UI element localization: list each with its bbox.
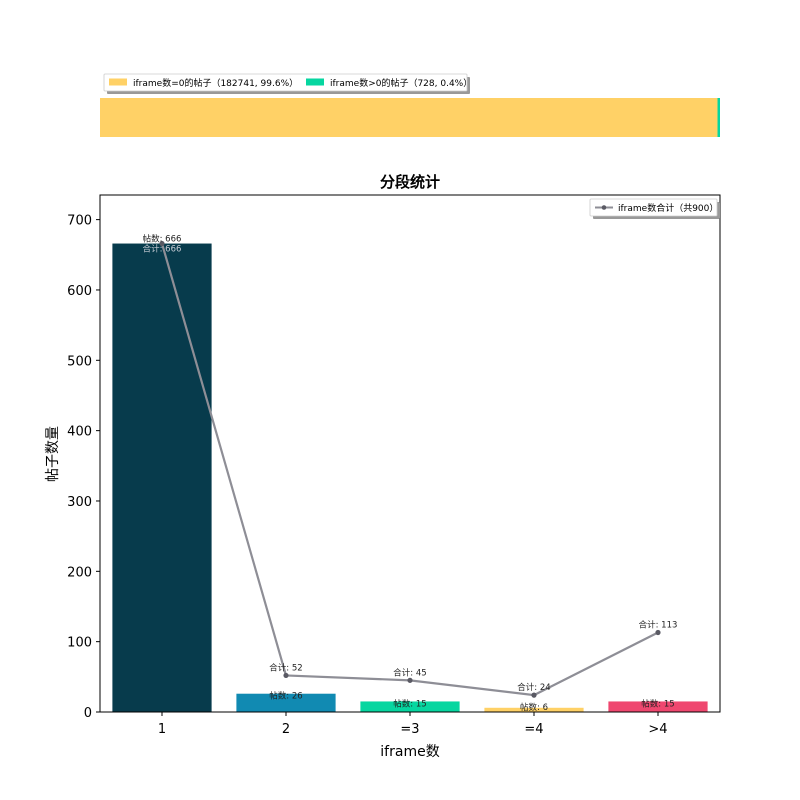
x-tick-label-4: >4 bbox=[648, 722, 667, 737]
series-legend-box bbox=[589, 198, 718, 217]
total-point-4 bbox=[655, 629, 661, 636]
y-tick-label-3: 300 bbox=[67, 495, 92, 510]
bar-label-3: 帖数: 6 bbox=[520, 702, 548, 713]
total-line bbox=[160, 243, 659, 697]
x-axis-label: iframe数 bbox=[380, 744, 439, 760]
total-label-3: 合计: 24 bbox=[517, 682, 550, 693]
y-tick-label-2: 200 bbox=[67, 565, 92, 580]
series-legend-label: iframe数合计（共900） bbox=[618, 202, 718, 214]
y-tick-label-1: 100 bbox=[67, 636, 92, 651]
series-legend: iframe数合计（共900） bbox=[589, 198, 720, 219]
top-legend-swatch-0 bbox=[109, 78, 127, 86]
total-point-2 bbox=[407, 677, 413, 683]
bar-1 bbox=[236, 693, 336, 712]
x-tick-label-2: =3 bbox=[400, 722, 419, 737]
total-point-3 bbox=[531, 692, 537, 698]
total-point-1 bbox=[283, 672, 289, 679]
bar-0 bbox=[112, 243, 212, 712]
x-tick-label-1: 2 bbox=[282, 722, 290, 737]
bar-3 bbox=[484, 707, 584, 712]
x-tick-label-3: =4 bbox=[524, 722, 543, 737]
plot-area: 0 100 200 300 400 500 600 700 1 2 =3 =4 >4 帖数: 666 帖数:… bbox=[67, 194, 721, 737]
bar-label-0: 帖数: 666 bbox=[143, 234, 182, 245]
bar-label-4: 帖数: 15 bbox=[641, 698, 674, 709]
top-legend-label-0: iframe数=0的帖子（182741, 99.6%） bbox=[133, 77, 298, 89]
total-point-0 bbox=[159, 240, 165, 247]
top-legend: iframe数=0的帖子（182741, 99.6%） iframe数>0的帖子（… bbox=[103, 73, 472, 94]
bar-2 bbox=[360, 701, 460, 712]
y-axis-label: 帖子数量 bbox=[45, 426, 61, 482]
top-legend-label-1: iframe数>0的帖子（728, 0.4%） bbox=[330, 77, 472, 89]
total-label-1: 合计: 52 bbox=[269, 662, 302, 673]
chart-title: 分段统计 bbox=[380, 173, 440, 191]
top-proportion-bar bbox=[100, 98, 720, 137]
total-label-0: 合计: 666 bbox=[143, 244, 182, 255]
top-bar-segment-1 bbox=[717, 98, 720, 137]
top-legend-swatch-1 bbox=[306, 78, 324, 86]
series-legend-marker bbox=[601, 205, 607, 210]
bar-label-1: 帖数: 26 bbox=[269, 691, 302, 702]
x-tick-label-0: 1 bbox=[158, 722, 166, 737]
top-legend-box bbox=[103, 73, 468, 92]
y-tick-label-6: 600 bbox=[67, 284, 92, 299]
y-tick-label-4: 400 bbox=[67, 425, 92, 440]
y-tick-label-7: 700 bbox=[67, 214, 92, 229]
bar-4 bbox=[608, 701, 708, 712]
total-label-2: 合计: 45 bbox=[393, 667, 426, 678]
bar-label-2: 帖数: 15 bbox=[393, 698, 426, 709]
top-bar-segment-0 bbox=[100, 98, 718, 137]
y-tick-label-5: 500 bbox=[67, 354, 92, 369]
total-label-4: 合计: 113 bbox=[639, 620, 678, 631]
y-tick-label-0: 0 bbox=[84, 706, 92, 721]
